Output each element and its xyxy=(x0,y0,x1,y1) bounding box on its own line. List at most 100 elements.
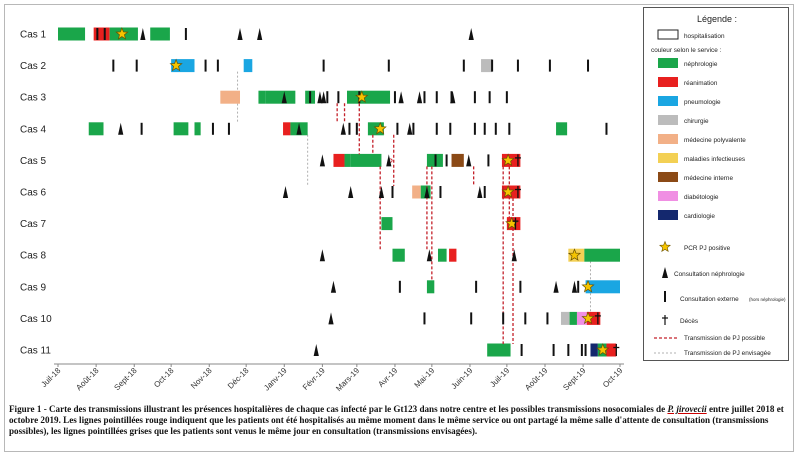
consult-externe-marker xyxy=(450,91,453,104)
hospitalisation-bar xyxy=(412,185,421,199)
case-label: Cas 5 xyxy=(20,156,47,167)
consult-externe-marker xyxy=(348,122,351,135)
legend-service-label: cardiologie xyxy=(684,213,715,220)
consult-externe-marker xyxy=(140,122,143,135)
consult-externe-marker xyxy=(423,312,426,325)
consult-externe-marker xyxy=(584,344,587,356)
legend-service-swatch xyxy=(658,115,678,125)
consult-externe-marker xyxy=(211,122,214,135)
consult-externe-marker xyxy=(184,28,187,40)
consult-externe-marker xyxy=(508,122,511,135)
consult-nephro-marker xyxy=(416,91,423,104)
legend-title: Légende : xyxy=(697,14,737,24)
case-label: Cas 10 xyxy=(20,314,52,325)
case-label: Cas 9 xyxy=(20,282,47,293)
hospitalisation-bar xyxy=(576,311,587,325)
consult-externe-marker xyxy=(398,280,401,293)
x-tick-label: Janv-19 xyxy=(262,366,289,393)
pcr-positive-star xyxy=(596,343,610,356)
consult-externe-marker xyxy=(519,280,522,293)
x-tick-label: Sept-18 xyxy=(112,366,139,393)
case-label: Cas 11 xyxy=(20,346,51,357)
hospitalisation-bar xyxy=(194,122,201,136)
hospitalisation-bar xyxy=(58,27,86,41)
x-tick-label: Mars-19 xyxy=(334,366,361,393)
consult-externe-marker xyxy=(309,91,312,104)
figure-caption: Figure 1 - Carte des transmissions illus… xyxy=(9,404,789,438)
consult-nephro-marker xyxy=(468,28,474,40)
legend-hospitalisation-swatch xyxy=(657,29,679,40)
x-tick-label: Déc-18 xyxy=(226,366,251,391)
consult-externe-marker xyxy=(412,122,415,135)
consult-externe-marker xyxy=(103,28,106,40)
legend: Légende : hospitalisation couleur selon le… xyxy=(643,7,789,361)
consult-externe-marker xyxy=(387,59,390,72)
consult-externe-marker xyxy=(445,154,448,167)
consult-externe-marker xyxy=(439,186,442,198)
legend-pcr-label: PCR PJ positive xyxy=(684,245,731,252)
consult-externe-marker xyxy=(135,59,138,72)
case-label: Cas 2 xyxy=(20,61,47,72)
legend-service-heading: couleur selon le service : xyxy=(651,47,722,54)
pcr-positive-star xyxy=(373,121,387,135)
legend-service-swatch xyxy=(658,77,678,87)
consult-nephro-marker xyxy=(296,122,302,135)
consult-externe-marker xyxy=(502,312,505,325)
consult-externe-marker xyxy=(524,312,527,325)
death-cross xyxy=(594,312,601,325)
hospitalisation-bar xyxy=(381,217,393,231)
consult-nephro-marker xyxy=(466,154,472,167)
hospitalisation-bar xyxy=(449,248,457,262)
consult-externe-marker xyxy=(391,186,394,198)
consult-externe-marker xyxy=(396,122,399,135)
consult-externe-marker xyxy=(587,59,590,72)
consult-externe-marker xyxy=(475,280,478,293)
x-tick-label: Févr-19 xyxy=(301,366,327,392)
consult-externe-marker xyxy=(552,344,555,356)
consult-externe-marker xyxy=(112,59,115,72)
legend-service-label: pneumologie xyxy=(684,99,721,106)
legend-service-swatch xyxy=(658,191,678,201)
legend-service-label: médecine interne xyxy=(684,175,733,182)
x-tick-label: Oct-18 xyxy=(152,366,176,390)
x-tick-label: Août-18 xyxy=(74,366,101,393)
consult-nephro-marker xyxy=(319,249,325,262)
consult-nephro-marker xyxy=(237,28,243,40)
consult-nephro-marker xyxy=(571,280,578,293)
consult-externe-marker xyxy=(204,59,207,72)
hospitalisation-bar xyxy=(451,153,464,167)
consult-externe-marker xyxy=(326,91,329,104)
pcr-positive-star xyxy=(501,185,515,198)
consult-externe-marker xyxy=(483,122,486,135)
death-cross xyxy=(514,154,521,167)
legend-consult-externe-icon xyxy=(664,291,666,302)
consult-externe-marker xyxy=(434,154,437,167)
consult-nephro-marker xyxy=(321,91,327,104)
legend-service-swatch xyxy=(658,58,678,68)
consult-nephro-marker xyxy=(348,186,354,198)
consult-nephro-marker xyxy=(282,186,289,198)
case-label: Cas 3 xyxy=(20,93,47,104)
x-tick-label: Mai-19 xyxy=(413,366,437,390)
consult-externe-marker xyxy=(435,122,438,135)
consult-externe-marker xyxy=(322,59,325,72)
caption-rest: entre juillet 2018 et octobre 2019. Les … xyxy=(9,404,784,437)
figure-frame xyxy=(4,4,794,452)
consult-externe-marker xyxy=(470,312,473,325)
consult-nephro-marker xyxy=(424,186,430,198)
legend-death-label: Décès xyxy=(680,318,698,325)
x-tick-label: Juin-19 xyxy=(449,366,474,391)
legend-consult-externe-note: (hors néphrologie) xyxy=(749,297,786,302)
legend-consult-nephro-icon xyxy=(662,267,668,278)
caption-species: P. jirovecii xyxy=(667,404,707,414)
consult-externe-marker xyxy=(355,122,358,135)
consult-externe-marker xyxy=(494,122,497,135)
consult-externe-marker xyxy=(337,91,340,104)
case-label: Cas 8 xyxy=(20,251,47,262)
hospitalisation-bar xyxy=(426,280,435,294)
hospitalisation-bar xyxy=(258,90,266,104)
consult-nephro-marker xyxy=(319,154,325,167)
legend-trans-envisagee-label: Transmission de PJ envisagée xyxy=(684,350,771,357)
hospitalisation-bar xyxy=(150,27,170,41)
consult-externe-marker xyxy=(488,91,491,104)
